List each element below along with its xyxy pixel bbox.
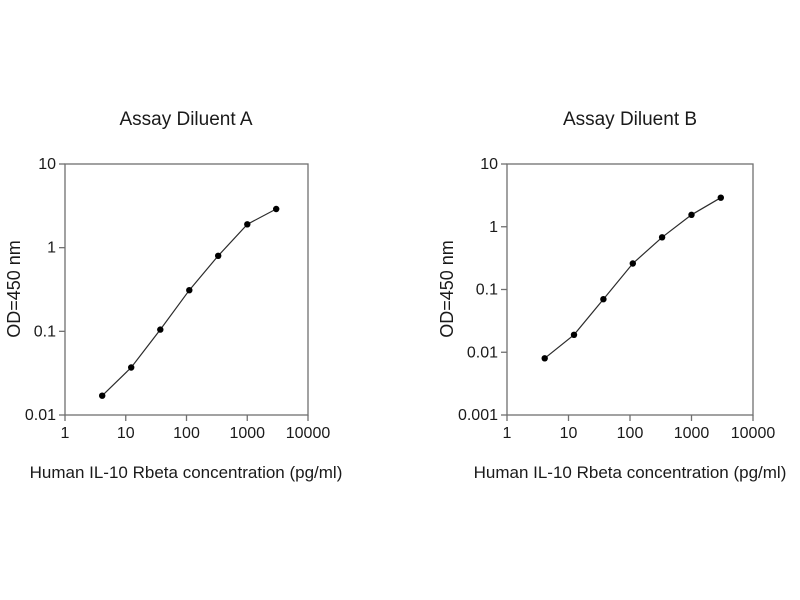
x-tick-label: 100 xyxy=(173,425,200,442)
x-tick-label: 10000 xyxy=(286,425,331,442)
data-point xyxy=(128,364,135,371)
data-point xyxy=(629,260,636,267)
plot-area: 1 10 100 1000 10000 0.01 0.1 1 10 xyxy=(25,156,331,442)
x-tick-label: 1 xyxy=(503,425,512,442)
y-tick-label: 0.01 xyxy=(467,344,498,361)
data-point xyxy=(600,296,607,303)
data-point xyxy=(688,211,695,218)
y-tick-label: 0.1 xyxy=(476,282,498,299)
chart-title: Assay Diluent A xyxy=(119,109,253,130)
y-tick-label: 10 xyxy=(38,156,56,173)
data-point xyxy=(186,287,193,294)
x-tick-label: 1000 xyxy=(229,425,265,442)
x-tick-label: 1000 xyxy=(674,425,710,442)
x-tick-label: 10 xyxy=(117,425,135,442)
data-point xyxy=(541,355,548,362)
x-tick-label: 10 xyxy=(560,425,578,442)
data-point xyxy=(570,331,578,338)
chart-assay-diluent-b: Assay Diluent B OD=450 nm 1 10 100 1000 1000… xyxy=(400,0,800,600)
x-tick-label: 100 xyxy=(617,425,644,442)
x-tick-label: 10000 xyxy=(731,425,776,442)
y-tick-label: 10 xyxy=(480,156,498,173)
y-tick-label: 0.01 xyxy=(25,407,56,424)
data-point xyxy=(658,234,666,241)
data-point xyxy=(99,392,106,399)
data-point xyxy=(273,205,280,213)
y-tick-label: 1 xyxy=(489,219,498,236)
data-point xyxy=(215,252,222,259)
plot-frame xyxy=(506,163,754,416)
y-tick-label: 0.001 xyxy=(458,407,498,424)
data-point xyxy=(157,326,164,333)
chart-title: Assay Diluent B xyxy=(562,109,698,130)
x-tick-label: 1 xyxy=(61,425,70,442)
y-tick-label: 1 xyxy=(47,240,56,257)
y-tick-label: 0.1 xyxy=(34,323,56,340)
plot-area: 1 10 100 1000 10000 0.001 0.01 0.1 1 10 xyxy=(458,156,776,442)
data-point xyxy=(717,194,724,201)
x-axis-label: Human IL-10 Rbeta concentration (pg/ml) xyxy=(473,463,787,482)
x-axis-label: Human IL-10 Rbeta concentration (pg/ml) xyxy=(29,463,343,482)
chart-assay-diluent-a: Assay Diluent A OD=450 nm 1 10 100 1000 1000… xyxy=(4,109,343,482)
data-point xyxy=(244,221,251,228)
